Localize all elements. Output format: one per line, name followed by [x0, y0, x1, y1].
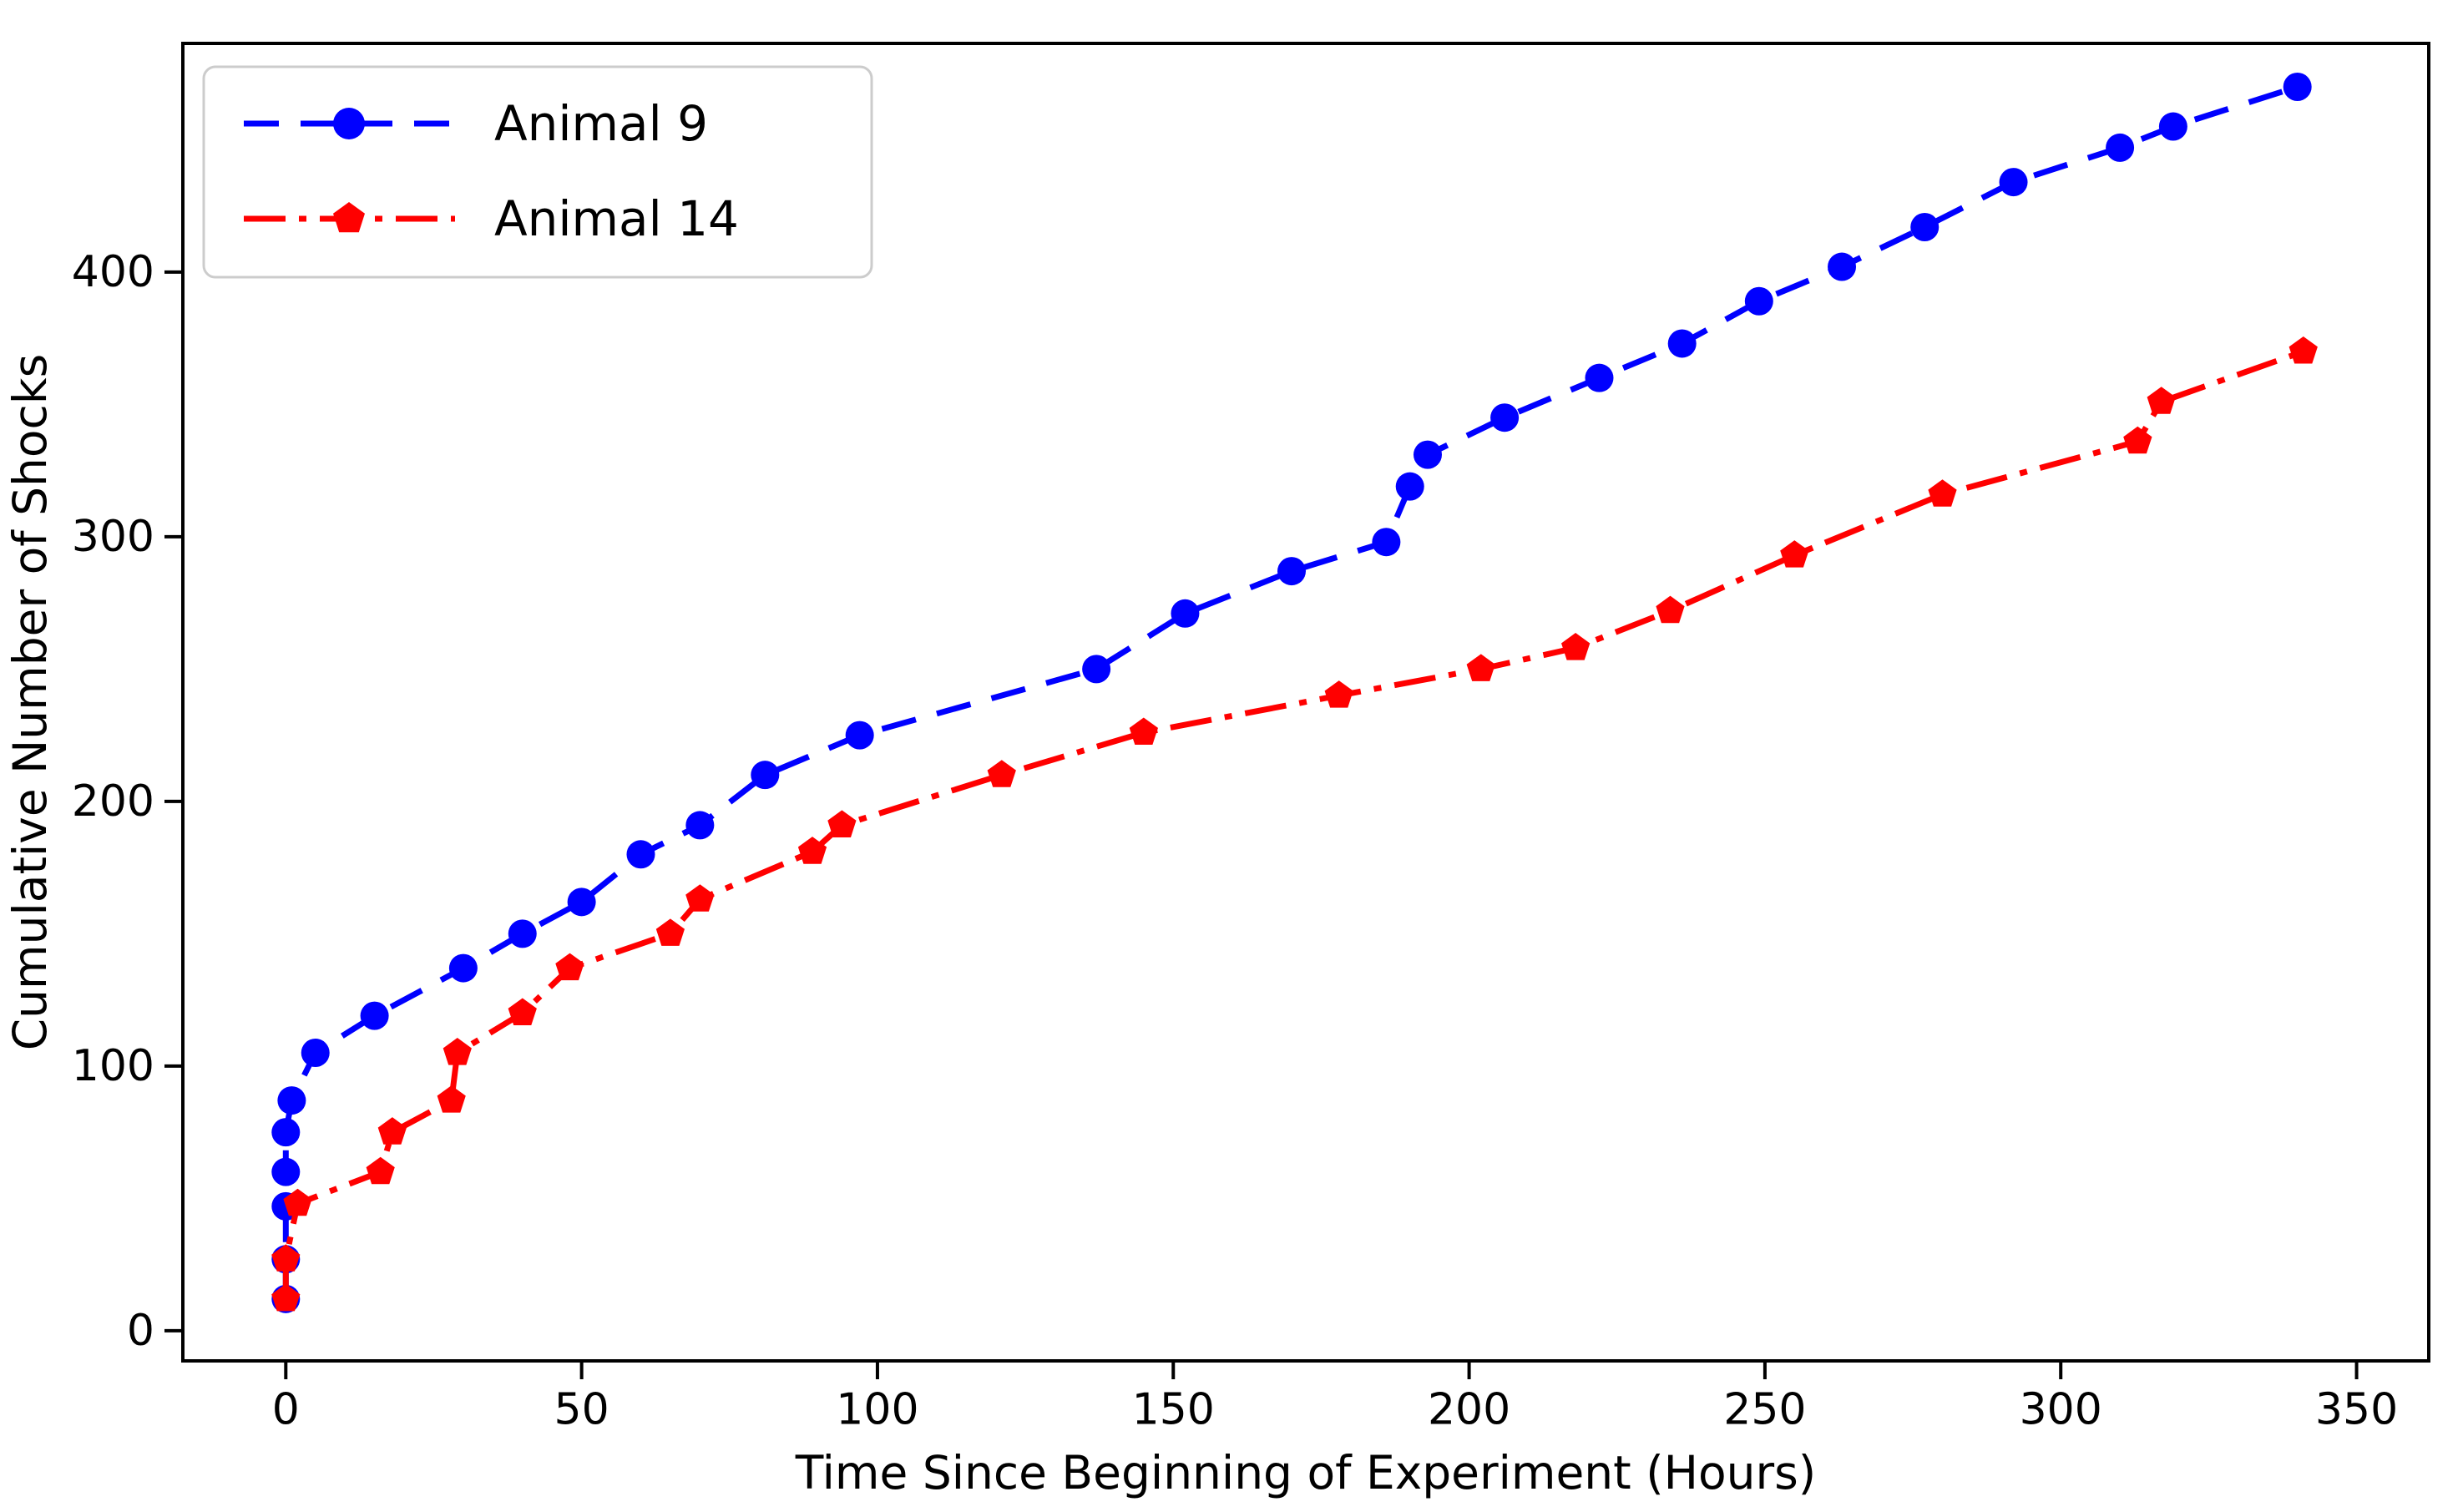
data-point	[1129, 717, 1158, 745]
x-tick-label: 350	[2315, 1385, 2398, 1435]
legend-label: Animal 14	[494, 190, 739, 247]
data-point	[1466, 654, 1495, 681]
data-point	[567, 887, 596, 917]
legend-marker-pentagon-icon	[333, 202, 365, 233]
data-point	[2106, 133, 2135, 162]
data-point	[1372, 528, 1401, 557]
data-point	[1490, 403, 1520, 432]
data-point	[1744, 286, 1773, 316]
data-point	[2123, 426, 2152, 454]
x-tick-label: 0	[272, 1385, 300, 1435]
data-point	[1585, 363, 1614, 392]
data-point	[1324, 680, 1353, 708]
data-point	[1999, 168, 2028, 197]
data-point	[1413, 440, 1442, 469]
data-point	[1780, 540, 1809, 568]
data-point	[2147, 387, 2176, 414]
data-point	[751, 761, 780, 790]
data-point	[2289, 336, 2318, 364]
data-point	[655, 918, 685, 946]
y-tick-label: 0	[127, 1306, 154, 1356]
legend-box	[202, 65, 873, 279]
data-point	[1561, 633, 1591, 660]
legend-marker-circle-icon	[333, 108, 365, 139]
data-point	[437, 1085, 466, 1113]
x-tick-label: 250	[1723, 1385, 1806, 1435]
data-point	[1910, 212, 1940, 241]
x-axis-title: Time Since Beginning of Experiment (Hour…	[795, 1446, 1817, 1499]
x-axis: 0 50 100 150 200 250 300 350	[272, 1361, 2398, 1435]
data-point	[271, 1118, 301, 1147]
x-tick-label: 300	[2020, 1385, 2102, 1435]
y-tick-label: 400	[72, 247, 154, 297]
y-axis-title: Cumulative Number of Shocks	[3, 354, 57, 1050]
data-point	[685, 884, 715, 912]
data-point	[301, 1039, 330, 1068]
data-point	[271, 1157, 301, 1186]
series-animal-14	[271, 336, 2318, 1312]
data-point	[1928, 479, 1957, 507]
data-point	[508, 919, 537, 948]
data-point	[277, 1086, 306, 1115]
data-point	[377, 1117, 407, 1145]
legend-label: Animal 9	[494, 95, 708, 152]
data-point	[987, 760, 1016, 787]
data-point	[1828, 252, 1857, 281]
data-point	[360, 1001, 389, 1030]
y-tick-label: 300	[72, 512, 154, 562]
data-point	[283, 1188, 312, 1216]
series-animal-9	[271, 72, 2312, 1313]
legend-entry-animal-14: Animal 14	[244, 190, 739, 247]
data-point	[685, 811, 715, 840]
data-point	[1667, 329, 1697, 358]
data-point	[1082, 655, 1111, 684]
x-tick-label: 200	[1428, 1385, 1510, 1435]
x-tick-label: 100	[836, 1385, 918, 1435]
series-line-animal-14	[282, 348, 2304, 1299]
data-point	[845, 721, 874, 750]
legend-entry-animal-9: Animal 9	[244, 95, 708, 152]
y-tick-label: 200	[72, 776, 154, 827]
data-point	[366, 1156, 395, 1185]
legend: Animal 9 Animal 14	[202, 65, 873, 279]
x-tick-label: 150	[1132, 1385, 1215, 1435]
x-tick-label: 50	[554, 1385, 609, 1435]
data-point	[271, 1244, 301, 1272]
y-axis: 0 100 200 300 400	[72, 247, 183, 1356]
data-point	[508, 998, 537, 1025]
data-point	[271, 1283, 301, 1312]
data-point	[2158, 112, 2187, 141]
data-point	[1277, 557, 1306, 586]
data-point	[2283, 72, 2312, 101]
plot-border	[181, 42, 2430, 1363]
data-point	[448, 953, 478, 983]
data-point	[626, 840, 655, 869]
data-point	[1395, 472, 1424, 501]
data-point	[555, 953, 584, 981]
y-tick-label: 100	[72, 1041, 154, 1091]
data-point	[1656, 595, 1685, 624]
data-point	[827, 810, 857, 837]
data-point	[1171, 599, 1200, 628]
data-point	[443, 1038, 472, 1065]
data-point	[797, 837, 827, 864]
